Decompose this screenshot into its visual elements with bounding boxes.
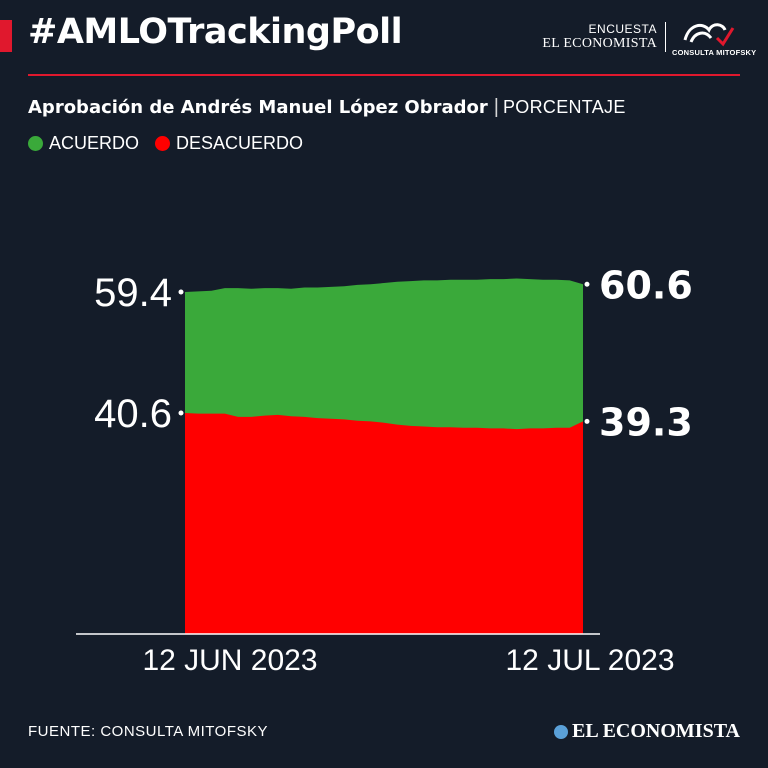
start-value-label-1: 40.6 — [94, 392, 172, 436]
subtitle-unit: PORCENTAJE — [502, 97, 626, 117]
brand-line2: EL ECONOMISTA — [542, 36, 657, 51]
end-marker-1 — [584, 418, 590, 424]
subtitle-separator: | — [493, 96, 499, 118]
header-rule — [28, 74, 740, 76]
series-area-desacuerdo — [185, 413, 583, 634]
subtitle-main: Aprobación de Andrés Manuel López Obrado… — [28, 97, 488, 118]
footer-brand-text: EL ECONOMISTA — [572, 720, 740, 742]
mitofsky-logo-icon — [683, 22, 735, 46]
x-tick-label-start: 12 JUN 2023 — [142, 644, 317, 677]
legend-dot-desacuerdo — [155, 136, 171, 151]
hashtag-title: #AMLOTrackingPoll — [28, 12, 403, 52]
footer-source: FUENTE: CONSULTA MITOFSKY — [28, 723, 269, 740]
start-marker-0 — [178, 289, 184, 295]
legend-label-desacuerdo: DESACUERDO — [176, 133, 304, 153]
end-value-label-1: 39.3 — [599, 400, 693, 444]
end-marker-0 — [584, 281, 590, 287]
brand-block: ENCUESTA EL ECONOMISTA CONSULTA MITOFSKY — [542, 14, 757, 60]
x-tick-label-end: 12 JUL 2023 — [505, 644, 674, 677]
mitofsky-logo-text: CONSULTA MITOFSKY — [672, 47, 757, 57]
mitofsky-logo: CONSULTA MITOFSKY — [666, 18, 757, 57]
legend-item-desacuerdo: DESACUERDO — [155, 133, 303, 154]
end-value-label-0: 60.6 — [599, 263, 693, 307]
subtitle: Aprobación de Andrés Manuel López Obrado… — [28, 96, 626, 119]
legend-dot-acuerdo — [28, 136, 43, 151]
footer-brand: EL ECONOMISTA — [554, 720, 740, 743]
start-value-label-0: 59.4 — [94, 271, 172, 315]
accent-bar — [0, 20, 12, 52]
legend: ACUERDO DESACUERDO — [28, 133, 319, 154]
el-economista-icon — [554, 724, 568, 739]
start-marker-1 — [178, 410, 184, 416]
legend-label-acuerdo: ACUERDO — [49, 133, 140, 153]
brand-line1: ENCUESTA — [588, 22, 657, 36]
legend-item-acuerdo: ACUERDO — [28, 133, 139, 154]
brand-text: ENCUESTA EL ECONOMISTA — [542, 22, 666, 52]
